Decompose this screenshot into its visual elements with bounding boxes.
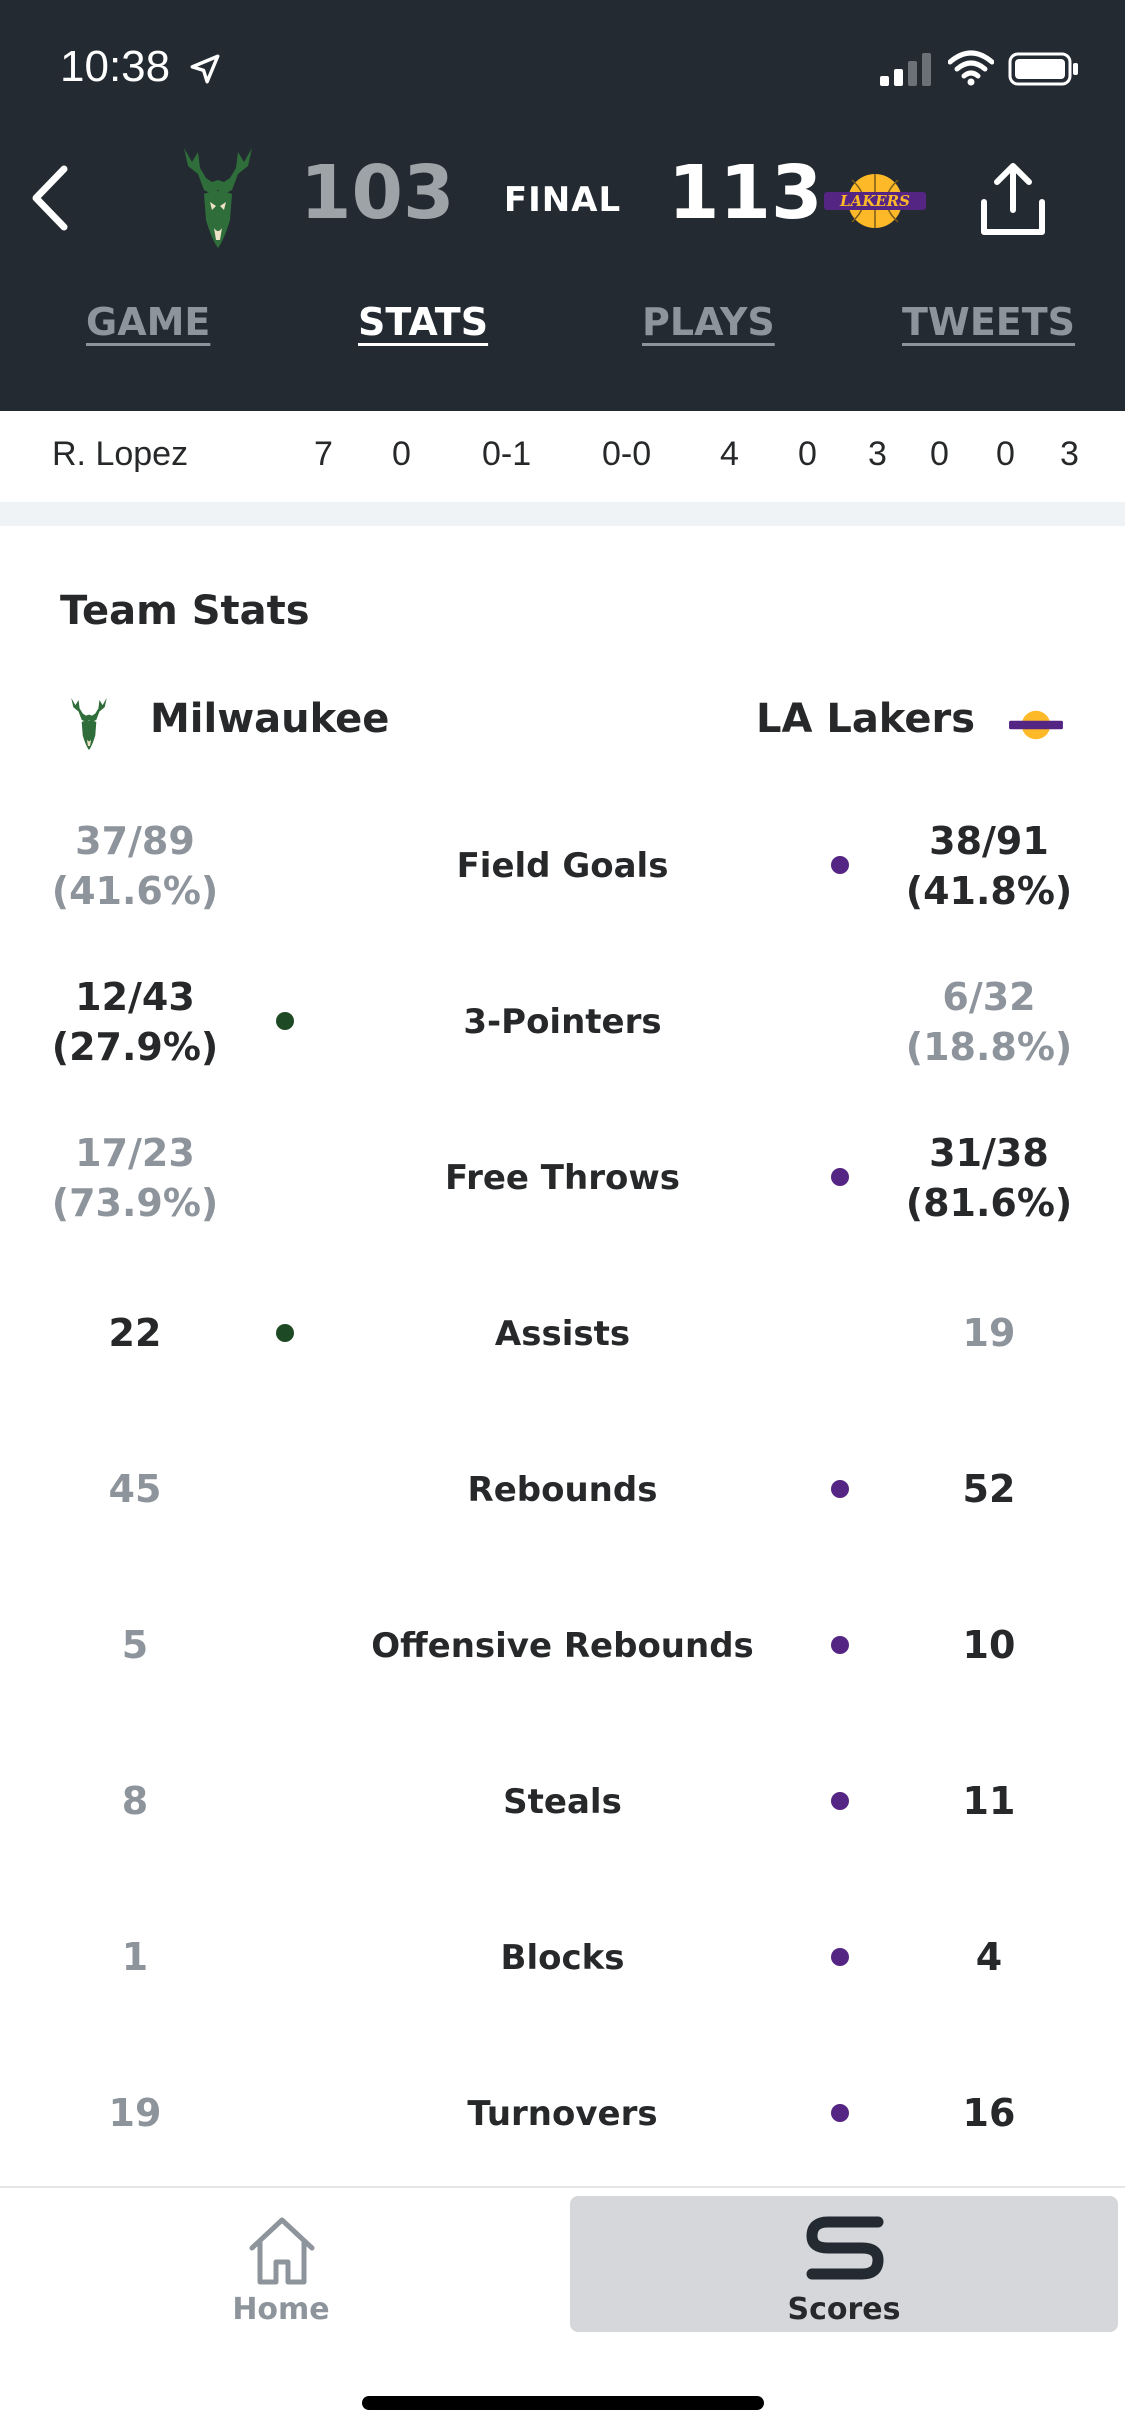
player-name: R. Lopez — [52, 435, 189, 473]
nav-scores-label: Scores — [787, 2292, 901, 2327]
home-stat-value: 5 — [121, 1623, 149, 1667]
bucks-logo[interactable] — [174, 144, 262, 252]
away-stat-value: 52 — [962, 1467, 1016, 1511]
stat-row: 8 Steals 11 — [0, 1724, 1125, 1880]
away-stat-value: 4 — [975, 1935, 1003, 1979]
bucks-mini-logo — [71, 697, 107, 751]
home-stat-value: 37/89 (41.6%) — [51, 819, 219, 913]
away-stat-value: 38/91 (41.8%) — [905, 819, 1073, 913]
home-indicator — [362, 2396, 764, 2410]
nav-home-button[interactable]: Home — [0, 2188, 562, 2328]
tab-game[interactable]: GAME — [86, 300, 211, 344]
player-stat: 0 — [798, 435, 817, 473]
home-leader-dot-icon — [276, 1012, 294, 1030]
away-stat-value: 11 — [962, 1779, 1016, 1823]
stat-label: Free Throws — [445, 1158, 680, 1198]
share-button[interactable] — [978, 160, 1048, 238]
away-stat-value: 10 — [962, 1623, 1016, 1667]
stat-row: 1 Blocks 4 — [0, 1880, 1125, 2036]
player-stat: 0-1 — [482, 435, 532, 473]
player-stat: 0-0 — [602, 435, 652, 473]
player-stat: 0 — [930, 435, 949, 473]
away-stat-value: 16 — [962, 2091, 1016, 2135]
away-leader-dot-icon — [831, 1636, 849, 1654]
location-arrow-icon — [190, 54, 220, 84]
away-team-name: LA Lakers — [755, 696, 975, 742]
scores-icon — [806, 2216, 884, 2280]
stat-label: Rebounds — [467, 1470, 658, 1510]
home-stat-value: 12/43 (27.9%) — [51, 975, 219, 1069]
tab-plays[interactable]: PLAYS — [642, 300, 775, 344]
back-button[interactable] — [20, 158, 80, 238]
stat-row: 17/23 (73.9%) Free Throws 31/38 (81.6%) — [0, 1100, 1125, 1256]
away-score: 113 — [668, 150, 823, 236]
stat-label: 3-Pointers — [463, 1002, 662, 1042]
game-header: 10:38 103 FINAL 113 LAKERS — [0, 0, 1125, 411]
home-team-name: Milwaukee — [150, 696, 390, 742]
chevron-left-icon — [32, 165, 68, 231]
section-divider — [0, 502, 1125, 526]
home-stat-value: 1 — [121, 1935, 149, 1979]
away-leader-dot-icon — [831, 1168, 849, 1186]
stat-row: 19 Turnovers 16 — [0, 2036, 1125, 2192]
stat-label: Turnovers — [467, 2094, 658, 2134]
away-stat-value: 31/38 (81.6%) — [905, 1131, 1073, 1225]
stat-label: Field Goals — [456, 846, 669, 886]
home-stat-value: 19 — [108, 2091, 162, 2135]
stat-row: 45 Rebounds 52 — [0, 1412, 1125, 1568]
player-stat-row[interactable]: R. Lopez 7 0 0-1 0-0 4 0 3 0 0 3 — [0, 411, 1125, 497]
team-stats-title: Team Stats — [60, 588, 310, 634]
nav-home-label: Home — [232, 2292, 330, 2327]
lakers-logo[interactable]: LAKERS — [822, 172, 928, 230]
stat-row: 12/43 (27.9%) 3-Pointers 6/32 (18.8%) — [0, 944, 1125, 1100]
away-leader-dot-icon — [831, 856, 849, 874]
stat-row: 22 Assists 19 — [0, 1256, 1125, 1412]
stat-row: 5 Offensive Rebounds 10 — [0, 1568, 1125, 1724]
away-stat-value: 19 — [962, 1311, 1016, 1355]
game-status: FINAL — [503, 180, 622, 220]
battery-icon — [1008, 52, 1078, 86]
stat-label: Steals — [503, 1782, 622, 1822]
away-leader-dot-icon — [831, 2104, 849, 2122]
status-time: 10:38 — [60, 42, 171, 91]
away-stat-value: 6/32 (18.8%) — [905, 975, 1073, 1069]
home-icon — [249, 2217, 315, 2285]
wifi-icon — [948, 50, 994, 86]
home-leader-dot-icon — [276, 1324, 294, 1342]
away-leader-dot-icon — [831, 1480, 849, 1498]
away-leader-dot-icon — [831, 1948, 849, 1966]
stat-row: 37/89 (41.6%) Field Goals 38/91 (41.8%) — [0, 788, 1125, 944]
stat-label: Offensive Rebounds — [371, 1626, 754, 1666]
tab-stats[interactable]: STATS — [358, 300, 489, 344]
player-stat: 4 — [720, 435, 739, 473]
away-leader-dot-icon — [831, 1792, 849, 1810]
player-stat: 0 — [996, 435, 1015, 473]
home-stat-value: 22 — [108, 1311, 162, 1355]
home-stat-value: 45 — [108, 1467, 162, 1511]
player-stat: 0 — [392, 435, 411, 473]
home-score: 103 — [300, 150, 455, 236]
player-stat: 7 — [314, 435, 333, 473]
lakers-mini-logo — [1009, 710, 1063, 740]
tab-bar: GAME STATS PLAYS TWEETS — [0, 300, 1125, 380]
stat-label: Assists — [494, 1314, 631, 1354]
tab-tweets[interactable]: TWEETS — [902, 300, 1076, 344]
home-stat-value: 8 — [121, 1779, 149, 1823]
player-stat: 3 — [1060, 435, 1079, 473]
lakers-logo-text: LAKERS — [839, 192, 910, 210]
stat-label: Blocks — [500, 1938, 625, 1978]
cellular-signal-icon — [880, 53, 931, 86]
bottom-tab-bar: Home Scores — [0, 2186, 1125, 2436]
home-stat-value: 17/23 (73.9%) — [51, 1131, 219, 1225]
nav-scores-button[interactable]: Scores — [570, 2196, 1118, 2332]
player-stat: 3 — [868, 435, 887, 473]
